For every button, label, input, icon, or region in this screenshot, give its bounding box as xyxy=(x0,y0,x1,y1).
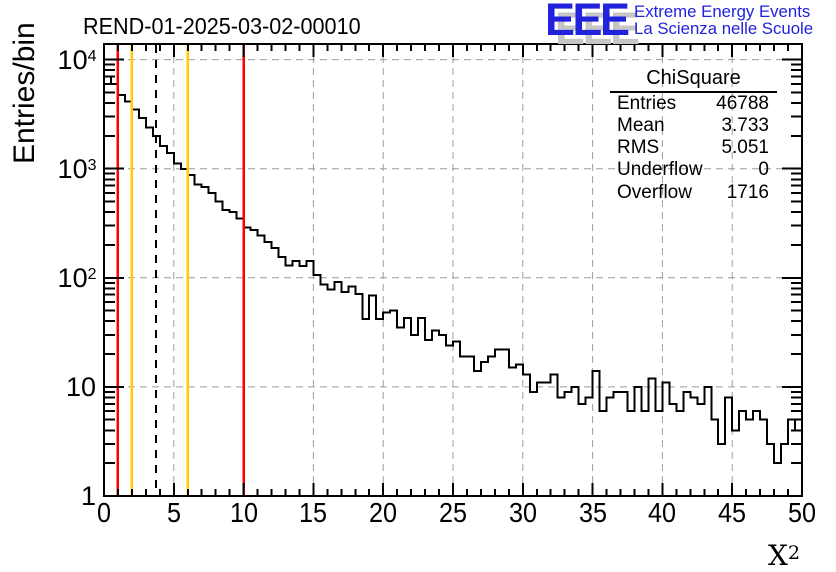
x-axis-title: X2 xyxy=(768,539,800,572)
stats-row-label: Overflow xyxy=(617,181,692,203)
stats-box-rows: Entries 46788 Mean 3.733 RMS 5.051 Underflow 0 O… xyxy=(610,93,777,204)
eee-logo: EEE xyxy=(545,0,630,45)
y-tick-label-base: 10 xyxy=(57,153,88,184)
stats-row-value: 0 xyxy=(758,159,769,181)
logo-tagline-2: La Scienza nelle Scuole xyxy=(634,19,814,38)
x-tick-label: 40 xyxy=(648,497,677,528)
logo-tagline-1: Extreme Energy Events xyxy=(634,2,811,21)
stats-row-value: 1716 xyxy=(726,181,769,203)
x-axis-title-exp: 2 xyxy=(787,542,801,564)
y-tick-label-exponent: 3 xyxy=(87,156,97,174)
stats-row-label: Underflow xyxy=(617,159,703,181)
x-tick-label: 20 xyxy=(369,497,398,528)
stats-row-label: Mean xyxy=(617,114,665,136)
y-tick-label-base: 10 xyxy=(57,44,88,75)
y-tick-label: 10 xyxy=(26,372,96,403)
stats-box-title: ChiSquare xyxy=(646,67,741,89)
stats-row: Overflow 1716 xyxy=(610,182,777,204)
y-tick-label: 103 xyxy=(26,153,97,185)
x-tick-label: 25 xyxy=(438,497,468,528)
y-tick-label-exponent: 4 xyxy=(87,47,97,65)
y-tick-label-base: 10 xyxy=(65,371,96,402)
x-tick-label: 50 xyxy=(787,497,817,528)
stats-row-value: 46788 xyxy=(716,92,769,114)
stats-box-divider xyxy=(610,90,777,93)
x-tick-label: 15 xyxy=(299,497,328,528)
x-tick-label: 30 xyxy=(508,497,537,528)
stats-row: Mean 3.733 xyxy=(610,115,777,137)
y-tick-label: 102 xyxy=(26,262,97,294)
stats-row-value: 5.051 xyxy=(721,137,769,159)
histogram-step-line xyxy=(103,75,803,496)
stats-row: Underflow 0 xyxy=(610,159,777,181)
page-title: REND-01-2025-03-02-00010 xyxy=(83,13,361,39)
x-tick-label: 35 xyxy=(578,497,607,528)
y-tick-label-exponent: 2 xyxy=(87,265,97,283)
y-tick-label-base: 10 xyxy=(57,262,88,293)
stats-row-label: RMS xyxy=(617,137,660,159)
x-tick-label: 5 xyxy=(166,497,181,528)
stats-box: ChiSquare Entries 46788 Mean 3.733 RMS 5.051 U… xyxy=(610,67,777,204)
x-tick-label: 45 xyxy=(718,497,747,528)
y-tick-label: 1 xyxy=(26,481,96,512)
x-tick-label: 10 xyxy=(229,497,258,528)
stats-row-value: 3.733 xyxy=(721,114,769,136)
x-axis-title-base: X xyxy=(768,539,788,572)
x-tick-label: 0 xyxy=(96,497,112,528)
stats-row: Entries 46788 xyxy=(610,93,777,115)
stats-row: RMS 5.051 xyxy=(610,137,777,159)
stats-row-label: Entries xyxy=(617,92,677,114)
y-tick-label: 104 xyxy=(26,44,97,76)
y-tick-label-base: 1 xyxy=(80,481,96,511)
